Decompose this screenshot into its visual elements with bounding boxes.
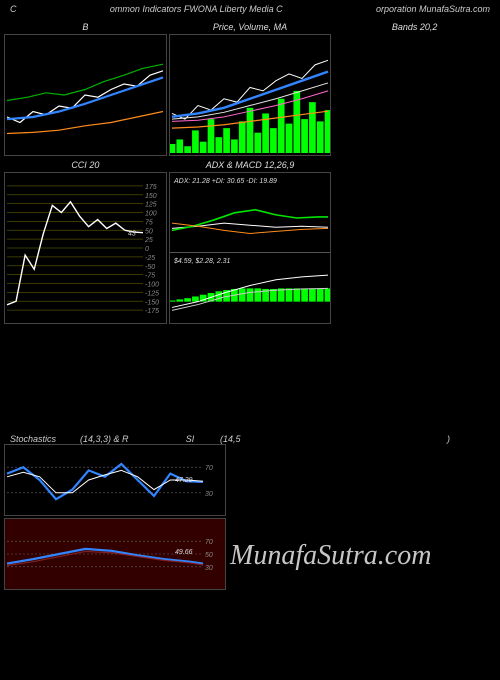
chart-bollinger bbox=[4, 34, 167, 156]
chart-bands-empty bbox=[333, 34, 496, 156]
svg-text:-100: -100 bbox=[145, 282, 159, 289]
row2-charts: 175 150 125 10075 50 25 0 -25 -50 -75 -100-125 -150… bbox=[0, 172, 500, 324]
svg-text:43: 43 bbox=[128, 231, 136, 238]
header-mid: ommon Indicators FWONA Liberty Media C bbox=[110, 4, 283, 14]
svg-text:70: 70 bbox=[205, 539, 213, 546]
panel-price-title: Price, Volume, MA bbox=[169, 20, 332, 34]
stoch-label-b: (14,3,3) & R bbox=[80, 434, 160, 444]
row3-charts: 70 30 47.29 70 50 30 49.66 bbox=[0, 444, 500, 590]
stoch-label-e: ) bbox=[300, 434, 490, 444]
svg-text:70: 70 bbox=[205, 465, 213, 472]
svg-text:30: 30 bbox=[205, 491, 213, 498]
svg-text:50: 50 bbox=[145, 228, 153, 235]
svg-text:47.29: 47.29 bbox=[175, 477, 193, 484]
panel-bands-title: Bands 20,2 bbox=[333, 20, 496, 34]
svg-text:-175: -175 bbox=[145, 308, 159, 315]
panel-adx-macd-title: ADX & MACD 12,26,9 bbox=[169, 158, 332, 172]
svg-text:$4.59, $2.28, 2.31: $4.59, $2.28, 2.31 bbox=[173, 258, 231, 265]
stoch-label-c: SI bbox=[160, 434, 220, 444]
spacer bbox=[0, 324, 500, 434]
svg-text:-125: -125 bbox=[145, 290, 159, 297]
chart-price-volume bbox=[169, 34, 332, 156]
panel-b-title: B bbox=[4, 20, 167, 34]
header-right: orporation MunafaSutra.com bbox=[376, 4, 490, 14]
svg-text:ADX: 21.28 +DI: 30.65 -DI: 19: ADX: 21.28 +DI: 30.65 -DI: 19.89 bbox=[173, 178, 277, 185]
row1-charts bbox=[0, 34, 500, 156]
row2-titles: CCI 20 ADX & MACD 12,26,9 bbox=[0, 158, 500, 172]
svg-text:-25: -25 bbox=[145, 255, 155, 262]
panel-cci-title: CCI 20 bbox=[4, 158, 167, 172]
svg-text:175: 175 bbox=[145, 184, 157, 191]
svg-text:100: 100 bbox=[145, 211, 157, 218]
svg-text:49.66: 49.66 bbox=[175, 549, 193, 556]
row1-titles: B Price, Volume, MA Bands 20,2 bbox=[0, 20, 500, 34]
chart-adx-macd: ADX: 21.28 +DI: 30.65 -DI: 19.89 $4.59, … bbox=[169, 172, 332, 324]
row3-title: Stochastics (14,3,3) & R SI (14,5 ) bbox=[0, 434, 500, 444]
svg-text:30: 30 bbox=[205, 565, 213, 572]
stoch-label-a: Stochastics bbox=[10, 434, 80, 444]
svg-text:25: 25 bbox=[144, 237, 153, 244]
svg-text:-150: -150 bbox=[145, 299, 159, 306]
chart-stochastics: 70 30 47.29 bbox=[4, 444, 226, 516]
svg-text:-75: -75 bbox=[145, 273, 155, 280]
svg-text:150: 150 bbox=[145, 193, 157, 200]
page-header: C ommon Indicators FWONA Liberty Media C… bbox=[0, 0, 500, 18]
svg-text:-50: -50 bbox=[145, 264, 155, 271]
svg-text:75: 75 bbox=[145, 219, 153, 226]
chart-cci: 175 150 125 10075 50 25 0 -25 -50 -75 -100-125 -150… bbox=[4, 172, 167, 324]
header-left: C bbox=[10, 4, 17, 14]
svg-text:0: 0 bbox=[145, 246, 149, 253]
stoch-label-d: (14,5 bbox=[220, 434, 300, 444]
svg-text:125: 125 bbox=[145, 202, 157, 209]
svg-text:50: 50 bbox=[205, 552, 213, 559]
chart-rsi: 70 50 30 49.66 bbox=[4, 518, 226, 590]
